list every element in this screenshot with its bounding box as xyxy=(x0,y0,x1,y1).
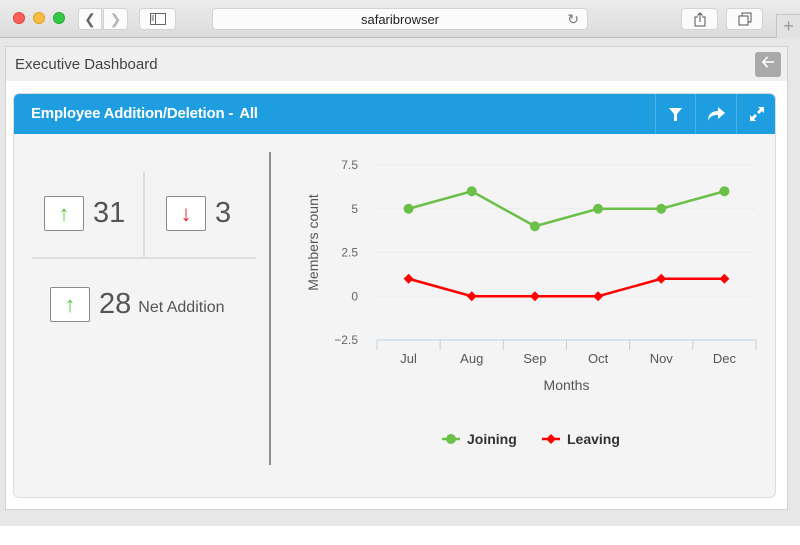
widget-header: Employee Addition/Deletion - All xyxy=(14,94,775,134)
filter-button[interactable] xyxy=(655,94,695,134)
sidebar-toggle-button[interactable] xyxy=(139,8,176,30)
data-point[interactable] xyxy=(719,273,730,284)
share-arrow-icon xyxy=(708,107,725,121)
dashboard-frame: Executive Dashboard 🡠 Employee Addition/… xyxy=(5,46,788,510)
arrow-left-icon: 🡠 xyxy=(761,54,775,71)
expand-widget-button[interactable] xyxy=(736,94,775,134)
expand-icon xyxy=(750,107,764,121)
data-point[interactable] xyxy=(593,291,604,302)
kpi-net: ↑ 28 Net Addition xyxy=(50,287,225,322)
show-tabs-button[interactable] xyxy=(726,8,763,30)
x-tick-label: Oct xyxy=(588,351,609,366)
data-point[interactable] xyxy=(656,203,667,214)
share-widget-button[interactable] xyxy=(695,94,736,134)
data-point[interactable] xyxy=(656,273,667,284)
browser-toolbar: ❮ ❯ safaribrowser ↻ + xyxy=(0,0,800,38)
x-tick-label: Aug xyxy=(460,351,483,366)
arrow-up-icon: ↑ xyxy=(44,196,84,231)
tabs-icon xyxy=(738,12,751,26)
y-tick-label: 7.5 xyxy=(341,158,358,172)
kpi-divider-horizontal xyxy=(32,257,256,259)
address-text: safaribrowser xyxy=(360,11,440,27)
share-icon xyxy=(694,11,705,26)
kpi-divider-vertical xyxy=(143,172,145,258)
back-to-dashboard-button[interactable]: 🡠 xyxy=(755,52,781,77)
legend-item-joining[interactable]: Joining xyxy=(467,431,517,447)
widget-scope: All xyxy=(239,105,258,122)
chevron-right-icon: ❯ xyxy=(109,10,122,27)
arrow-up-icon: ↑ xyxy=(50,287,90,322)
kpi-net-value: 28 xyxy=(99,288,132,320)
y-tick-label: 5 xyxy=(351,202,358,216)
data-point[interactable] xyxy=(529,291,540,302)
kpi-left: ↓ 3 xyxy=(166,196,231,231)
widget-title: Employee Addition/Deletion - All xyxy=(31,105,258,122)
filter-icon xyxy=(669,107,682,121)
forward-button[interactable]: ❯ xyxy=(103,8,128,30)
new-tab-button[interactable]: + xyxy=(776,14,800,38)
series-line-joining xyxy=(408,189,725,228)
kpi-joined: ↑ 31 xyxy=(44,196,125,231)
x-tick-label: Sep xyxy=(523,351,546,366)
y-tick-label: 2.5 xyxy=(341,246,358,260)
data-point[interactable] xyxy=(466,291,477,302)
data-point[interactable] xyxy=(719,186,730,197)
zoom-window-button[interactable] xyxy=(53,12,65,24)
data-point[interactable] xyxy=(403,203,414,214)
employee-widget: Employee Addition/Deletion - All ↑ 31 ↓ 3… xyxy=(13,93,776,498)
chevron-left-icon: ❮ xyxy=(84,10,96,27)
y-tick-label: −2.5 xyxy=(334,333,358,347)
page-title: Executive Dashboard xyxy=(15,56,158,73)
line-chart: 7.5 5 2.5 0 −2.5 Jul Aug Sep Oct Nov Dec Months Memb… xyxy=(294,154,774,494)
sidebar-icon xyxy=(149,13,166,25)
back-button[interactable]: ❮ xyxy=(78,8,102,30)
x-axis-title: Months xyxy=(544,377,590,393)
chart-canvas: 7.5 5 2.5 0 −2.5 Jul Aug Sep Oct Nov Dec Months Memb… xyxy=(305,158,757,447)
plus-icon: + xyxy=(783,16,794,36)
address-bar[interactable]: safaribrowser ↻ xyxy=(212,8,588,30)
y-tick-label: 0 xyxy=(351,289,358,303)
section-divider xyxy=(269,152,271,465)
x-tick-label: Jul xyxy=(400,351,417,366)
y-axis-title: Members count xyxy=(305,194,321,291)
minimize-window-button[interactable] xyxy=(33,12,45,24)
kpi-net-label: Net Addition xyxy=(138,299,225,316)
legend-item-leaving[interactable]: Leaving xyxy=(567,431,620,447)
arrow-down-icon: ↓ xyxy=(166,196,206,231)
widget-title-text: Employee Addition/Deletion - xyxy=(31,105,234,122)
kpi-joined-value: 31 xyxy=(93,197,126,229)
reload-icon[interactable]: ↻ xyxy=(567,11,579,27)
series-line-leaving xyxy=(408,277,725,298)
share-button[interactable] xyxy=(681,8,718,30)
x-tick-label: Dec xyxy=(713,351,737,366)
data-point[interactable] xyxy=(466,186,477,197)
kpi-left-value: 3 xyxy=(215,197,232,229)
dashboard-header: Executive Dashboard 🡠 xyxy=(6,47,787,81)
close-window-button[interactable] xyxy=(13,12,25,24)
data-point[interactable] xyxy=(529,221,540,232)
data-point[interactable] xyxy=(403,273,414,284)
x-tick-label: Nov xyxy=(650,351,674,366)
data-point[interactable] xyxy=(593,203,604,214)
